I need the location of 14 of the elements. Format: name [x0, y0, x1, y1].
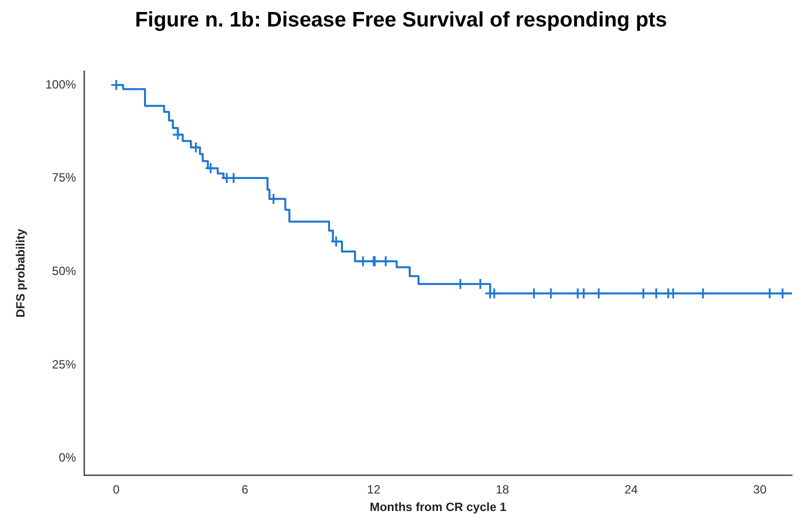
chart-title: Figure n. 1b: Disease Free Survival of responding pts: [134, 8, 668, 32]
x-tick-label: 18: [496, 482, 510, 497]
y-tick-label: 50%: [52, 264, 76, 278]
x-tick-label: 6: [242, 482, 249, 497]
x-tick-label: 30: [753, 482, 767, 497]
y-axis-title: DFS probability: [14, 228, 28, 318]
x-tick-label: 12: [367, 482, 381, 497]
y-tick-label: 0%: [58, 450, 76, 465]
x-tick-label: 0: [112, 482, 120, 497]
y-tick-label: 100%: [45, 77, 76, 92]
y-tick-label: 25%: [52, 357, 76, 372]
x-tick-label: 24: [624, 482, 638, 497]
x-axis-title: Months from CR cycle 1: [370, 500, 507, 514]
y-tick-label: 75%: [52, 170, 76, 185]
